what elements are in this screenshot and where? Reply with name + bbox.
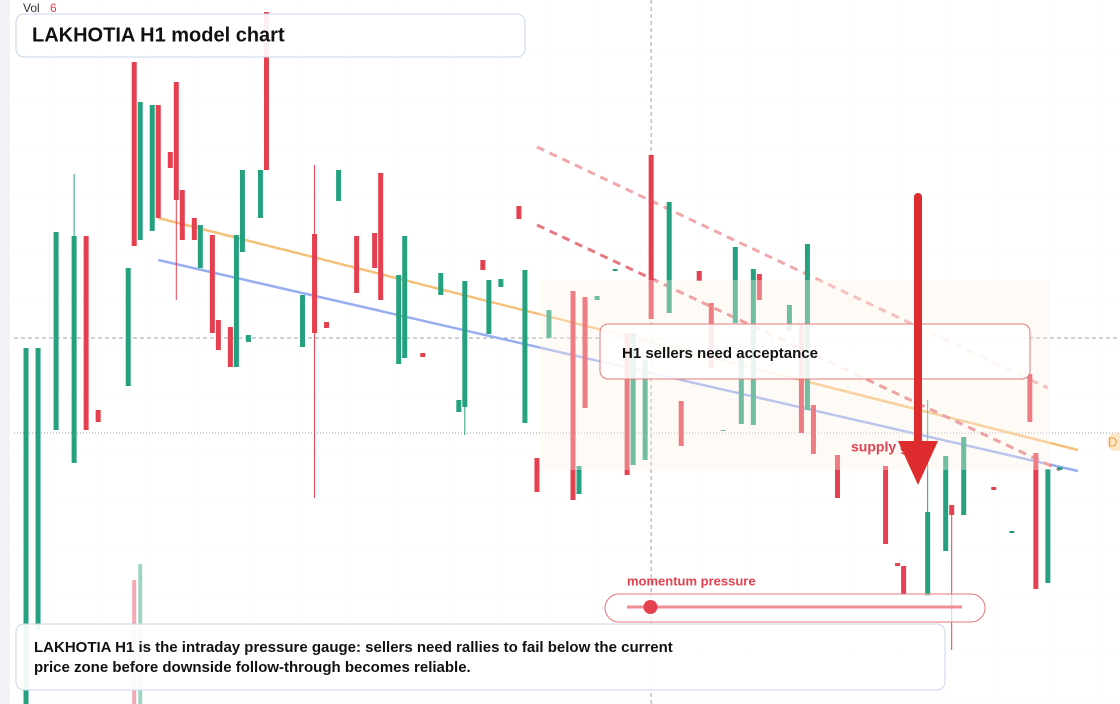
note-card <box>15 623 946 691</box>
callout: H1 sellers need acceptance <box>622 345 818 362</box>
candle-body <box>949 505 955 515</box>
candle-body <box>546 310 552 338</box>
candle-body <box>1045 469 1051 583</box>
candle-body <box>456 400 462 412</box>
candle-body <box>480 260 486 270</box>
candle-body <box>624 333 630 475</box>
candle-body <box>149 105 155 231</box>
candle-body <box>961 437 967 515</box>
candle-body <box>227 327 233 367</box>
candle-body <box>648 155 654 319</box>
candle-body <box>420 353 426 357</box>
candle-body <box>901 566 907 594</box>
candle-body <box>486 280 492 334</box>
arrow-head <box>898 441 938 485</box>
candle-body <box>582 297 588 408</box>
candle-body <box>215 320 221 350</box>
candle-body <box>834 455 840 498</box>
candle-body <box>23 348 29 704</box>
candle-body <box>245 335 251 342</box>
candle-body <box>402 236 408 358</box>
candle-body <box>35 348 41 630</box>
chart-title: LAKHOTIA H1 model chart <box>32 24 285 46</box>
candle-body <box>612 269 618 271</box>
candle-body <box>925 512 931 596</box>
candle-body <box>83 236 89 430</box>
candle-body <box>895 563 901 566</box>
candle-body <box>209 235 215 333</box>
candle-body <box>396 275 402 364</box>
side-strip <box>0 0 10 704</box>
candle-body <box>696 271 702 281</box>
candle-body <box>570 291 576 500</box>
candle-body <box>732 247 738 323</box>
gauge-dot <box>643 600 658 614</box>
candle-body <box>191 218 197 240</box>
candle-body <box>53 232 59 430</box>
candle-body <box>239 170 245 252</box>
candle-body <box>678 401 684 446</box>
candle-body <box>1027 374 1033 422</box>
candle-body <box>155 105 161 218</box>
candle-body <box>498 279 504 287</box>
candle-body <box>630 333 636 465</box>
candle-body <box>991 487 997 490</box>
candle-body <box>354 236 360 293</box>
candle-body <box>883 466 889 544</box>
candle-body <box>173 82 179 200</box>
candle-body <box>594 296 600 300</box>
candle-body <box>642 360 648 460</box>
candle-body <box>71 236 77 463</box>
candle-body <box>197 225 203 268</box>
candle-body <box>462 281 468 407</box>
candle-body <box>263 12 269 170</box>
gauge-label: momentum pressure <box>627 573 756 588</box>
price-tag: D <box>1108 434 1117 449</box>
title-card <box>15 13 526 58</box>
candle-body <box>534 458 540 492</box>
volume-value: 6 <box>50 1 57 15</box>
candle-body <box>131 62 137 246</box>
candle-body <box>438 273 444 295</box>
candle-body <box>336 170 342 201</box>
candle-body <box>810 405 816 454</box>
candle-body <box>1057 467 1063 470</box>
price-tag-dot <box>1107 433 1120 451</box>
candle-body <box>179 190 185 240</box>
candle-body <box>756 274 762 300</box>
candle-body <box>516 206 522 219</box>
candle-body <box>576 466 582 494</box>
note-line: price zone before downside follow-throug… <box>34 659 471 676</box>
candle-body <box>738 354 744 424</box>
candle-body <box>324 322 330 328</box>
trend-line <box>536 223 1061 472</box>
candle-body <box>786 305 792 331</box>
candle-body <box>95 410 101 422</box>
candle-body <box>943 456 949 551</box>
volume-label: Vol <box>23 1 40 15</box>
callout-card <box>599 323 1031 380</box>
candle-body <box>1009 531 1015 533</box>
candle-body <box>1033 453 1039 589</box>
candle-body <box>125 268 131 386</box>
candle-body <box>233 235 239 367</box>
candle-body <box>300 295 306 347</box>
candle-body <box>257 170 263 218</box>
trend-line <box>536 145 1049 390</box>
candle-body <box>167 152 173 168</box>
candle-body <box>137 102 143 240</box>
candle-body <box>666 202 672 313</box>
candle-body <box>372 233 378 268</box>
candle-body <box>522 270 528 423</box>
candle-body <box>720 430 726 431</box>
candle-body <box>378 173 384 300</box>
note-line: LAKHOTIA H1 is the intraday pressure gau… <box>34 639 673 656</box>
candle-body <box>312 234 318 333</box>
